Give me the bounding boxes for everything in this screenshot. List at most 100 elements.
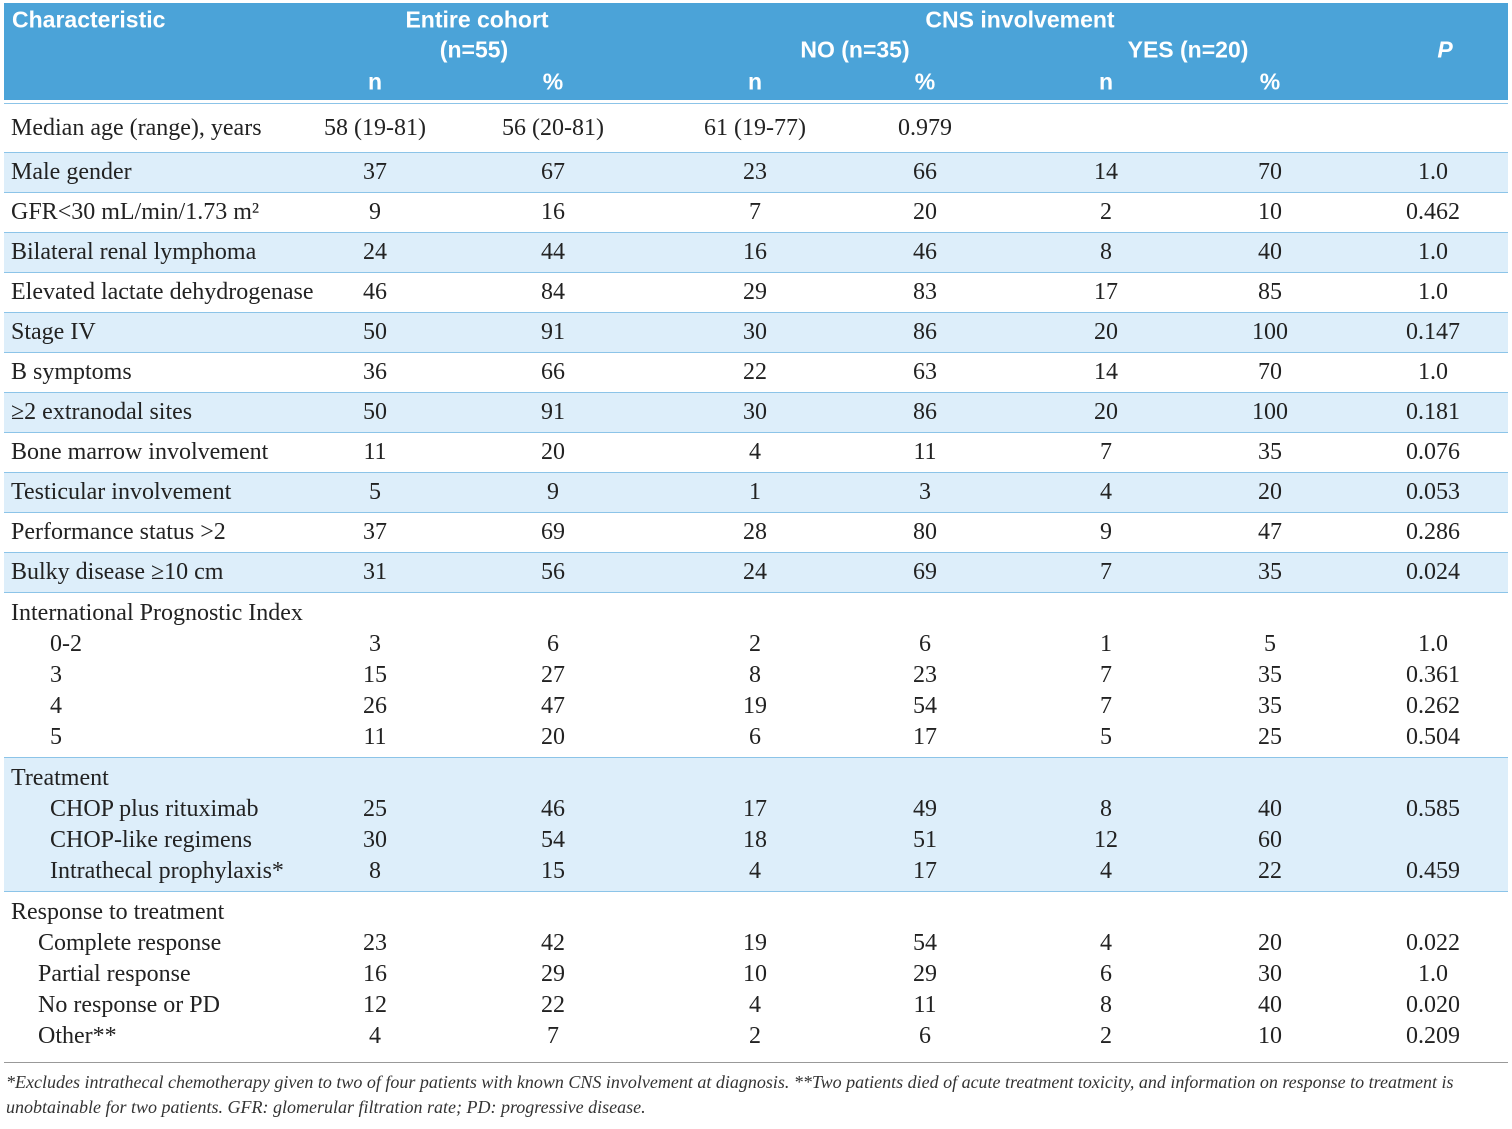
bottom-rule — [4, 1062, 1508, 1063]
header-band — [4, 3, 1508, 100]
row-label: Bilateral renal lymphoma — [11, 239, 257, 265]
cell: 7 — [1100, 693, 1112, 719]
row-label: No response or PD — [38, 992, 220, 1018]
header-cns: CNS involvement — [925, 6, 1115, 33]
cell: 3 — [919, 479, 931, 505]
cell: 54 — [913, 693, 937, 719]
cell: 35 — [1258, 693, 1282, 719]
cell: 18 — [743, 827, 767, 853]
cell: 10 — [1258, 199, 1282, 225]
cell: 46 — [541, 796, 565, 822]
cell: 7 — [1100, 439, 1112, 465]
cell: 9 — [1100, 519, 1112, 545]
cell: 86 — [913, 399, 937, 425]
cell: 1 — [749, 479, 761, 505]
header-subcol: n — [747, 68, 763, 95]
cell: 26 — [363, 693, 387, 719]
cell: 4 — [749, 992, 761, 1018]
cell: 44 — [541, 239, 565, 265]
cell: 20 — [1258, 479, 1282, 505]
cell: 70 — [1258, 159, 1282, 185]
cell: 19 — [743, 693, 767, 719]
cell: 27 — [541, 662, 565, 688]
cell: 5 — [1100, 724, 1112, 750]
row-label: CHOP plus rituximab — [50, 796, 259, 822]
cell: 69 — [541, 519, 565, 545]
cell: 16 — [743, 239, 767, 265]
cell: 0.979 — [898, 114, 952, 141]
cell: 100 — [1252, 399, 1288, 425]
cell: 67 — [541, 159, 565, 185]
row-label: Partial response — [38, 961, 191, 987]
cell: 10 — [1258, 1023, 1282, 1049]
cell: 15 — [541, 858, 565, 884]
cell: 66 — [913, 159, 937, 185]
cell: 0.459 — [1406, 858, 1460, 884]
cell: 29 — [541, 961, 565, 987]
cell: 0.076 — [1406, 439, 1460, 465]
cell: 0.462 — [1406, 199, 1460, 225]
cell: 0.053 — [1406, 479, 1460, 505]
cell: 86 — [913, 319, 937, 345]
cell: 6 — [1100, 961, 1112, 987]
cell: 29 — [913, 961, 937, 987]
cell: 22 — [541, 992, 565, 1018]
cell: 63 — [913, 359, 937, 385]
cell: 40 — [1258, 992, 1282, 1018]
cell: 30 — [743, 399, 767, 425]
cell: 7 — [749, 199, 761, 225]
cell: 30 — [1258, 961, 1282, 987]
cell: 1.0 — [1418, 359, 1448, 385]
cell: 25 — [1258, 724, 1282, 750]
cell: 54 — [913, 930, 937, 956]
cell: 20 — [1094, 319, 1118, 345]
cell: 40 — [1258, 239, 1282, 265]
header-p: P — [1437, 36, 1453, 63]
cell: 46 — [363, 279, 387, 305]
row-label: International Prognostic Index — [11, 600, 303, 626]
cell: 1 — [1100, 631, 1112, 657]
cell: 0.286 — [1406, 519, 1460, 545]
row-label: Stage IV — [11, 319, 96, 345]
row-label: 5 — [50, 724, 62, 750]
cell: 85 — [1258, 279, 1282, 305]
cell: 7 — [547, 1023, 559, 1049]
cell: 2 — [749, 1023, 761, 1049]
cell: 35 — [1258, 439, 1282, 465]
cell: 4 — [1100, 858, 1112, 884]
cell: 17 — [913, 858, 937, 884]
header-entire-n: (n=55) — [439, 36, 509, 63]
cell: 17 — [743, 796, 767, 822]
cell: 56 (20-81) — [502, 114, 604, 141]
cell: 12 — [1094, 827, 1118, 853]
cell: 0.181 — [1406, 399, 1460, 425]
cell: 56 — [541, 559, 565, 585]
cell: 37 — [363, 519, 387, 545]
cell: 0.024 — [1406, 559, 1460, 585]
cell: 0.504 — [1406, 724, 1460, 750]
cell: 2 — [749, 631, 761, 657]
row-label: Testicular involvement — [11, 479, 232, 505]
header-no: NO (n=35) — [800, 36, 910, 63]
cell: 4 — [749, 439, 761, 465]
cell: 60 — [1258, 827, 1282, 853]
row-label: Median age (range), years — [11, 114, 262, 141]
cell: 0.585 — [1406, 796, 1460, 822]
cell: 49 — [913, 796, 937, 822]
cell: 23 — [913, 662, 937, 688]
cell: 36 — [363, 359, 387, 385]
cell: 11 — [913, 992, 937, 1018]
cell: 23 — [743, 159, 767, 185]
row-label: B symptoms — [11, 359, 132, 385]
row-label: Bone marrow involvement — [11, 439, 269, 465]
cell: 23 — [363, 930, 387, 956]
row-label: Performance status >2 — [11, 519, 226, 545]
cell: 5 — [369, 479, 381, 505]
cell: 58 (19-81) — [324, 114, 426, 141]
cell: 4 — [749, 858, 761, 884]
header-subcol: % — [542, 68, 564, 95]
cell: 1.0 — [1418, 279, 1448, 305]
cell: 0.020 — [1406, 992, 1460, 1018]
cell: 9 — [369, 199, 381, 225]
cell: 0.022 — [1406, 930, 1460, 956]
